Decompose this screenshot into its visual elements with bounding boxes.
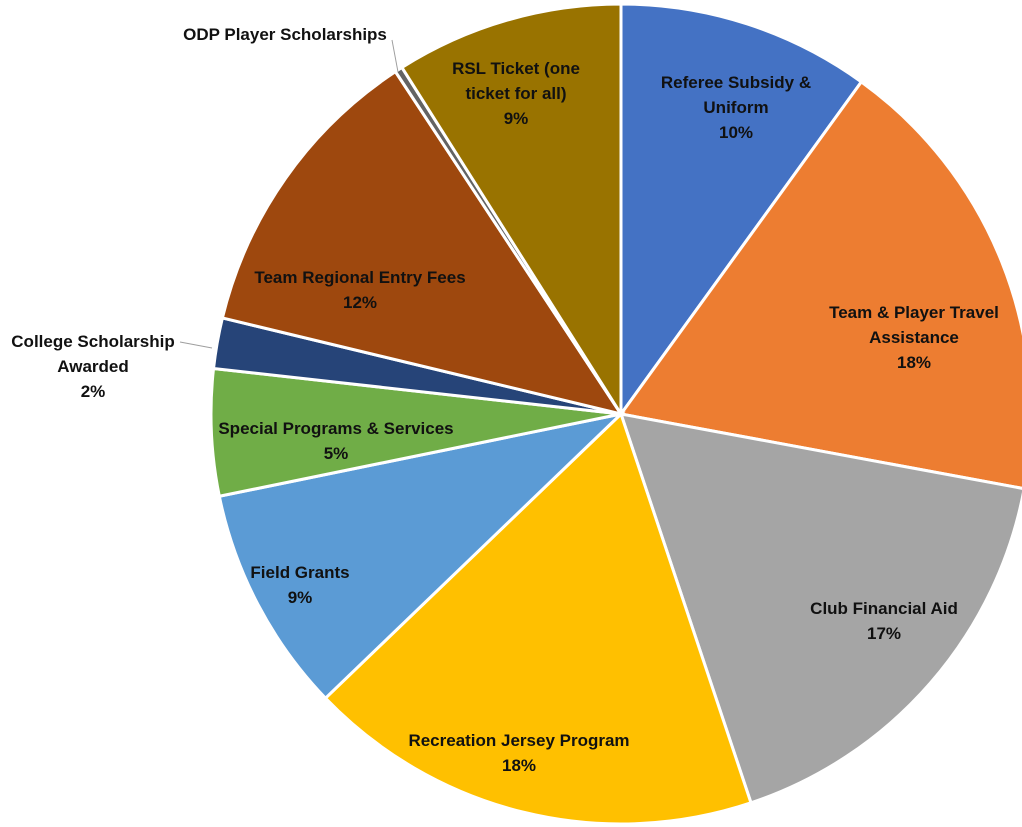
pie-slices — [209, 2, 1022, 826]
value-label-special-programs-and-services: 5% — [324, 444, 349, 463]
label-rsl-ticket-one-ticket-for-all: RSL Ticket (one ticket for all) — [452, 59, 580, 103]
value-label-club-financial-aid: 17% — [867, 624, 901, 643]
label-college-scholarship-awarded: College Scholarship Awarded — [11, 332, 174, 376]
leader-line-college-scholarship — [179, 341, 213, 349]
label-odp-player-scholarships: ODP Player Scholarships — [183, 25, 387, 44]
label-field-grants: Field Grants — [250, 563, 349, 582]
slice-club-financial-aid — [618, 412, 1022, 805]
value-label-team-regional-entry-fees: 12% — [343, 293, 377, 312]
slice-field-grants — [217, 411, 626, 701]
slice-referee-subsidy-and-uniform — [619, 2, 864, 419]
label-recreation-jersey-program: Recreation Jersey Program — [408, 731, 629, 750]
label-referee-subsidy-and-uniform: Referee Subsidy & Uniform — [661, 73, 811, 117]
leader-line-odp-scholarships — [391, 39, 399, 73]
value-label-field-grants: 9% — [288, 588, 313, 607]
label-special-programs-and-services: Special Programs & Services — [218, 419, 453, 438]
slice-recreation-jersey-program — [323, 411, 753, 826]
value-label-referee-subsidy-and-uniform: 10% — [719, 123, 753, 142]
slice-rsl-ticket-one-ticket-for-all — [399, 2, 623, 420]
slice-team-regional-entry-fees — [220, 69, 625, 417]
label-club-financial-aid: Club Financial Aid — [810, 599, 958, 618]
value-label-recreation-jersey-program: 18% — [502, 756, 536, 775]
slice-team-and-player-travel-assistance — [618, 79, 1022, 490]
label-team-and-player-travel-assistance: Team & Player Travel Assistance — [829, 303, 999, 347]
value-label-rsl-ticket-one-ticket-for-all: 9% — [504, 109, 529, 128]
leader-lines — [179, 39, 399, 349]
slice-labels: Referee Subsidy & Uniform 10% Team & Player… — [11, 25, 999, 775]
value-label-college-scholarship-awarded: 2% — [81, 382, 106, 401]
value-label-team-and-player-travel-assistance: 18% — [897, 353, 931, 372]
label-team-regional-entry-fees: Team Regional Entry Fees — [254, 268, 465, 287]
